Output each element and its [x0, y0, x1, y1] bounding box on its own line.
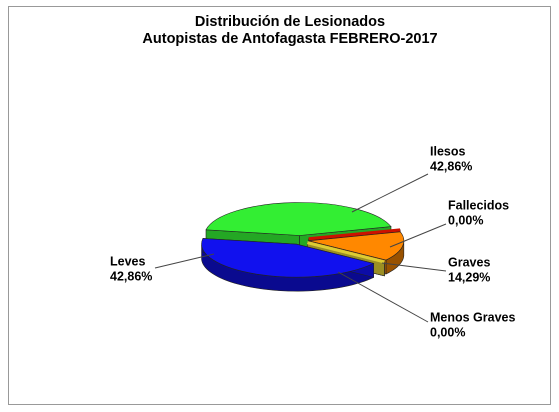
slice-value-label: 42,86% — [430, 159, 472, 173]
chart-title: Distribución de Lesionados — [195, 14, 385, 30]
slice — [308, 228, 401, 241]
leader-line — [389, 223, 447, 248]
slice-label: Ilesos — [430, 144, 465, 158]
slice-value-label: 0,00% — [430, 325, 465, 339]
slice-label: Fallecidos — [448, 198, 509, 212]
slice-label: Menos Graves — [430, 310, 516, 324]
slice — [201, 238, 375, 278]
leader-line — [351, 173, 429, 213]
chart-subtitle: Autopistas de Antofagasta FEBRERO-2017 — [142, 31, 437, 47]
leader-line — [337, 271, 429, 323]
slice-label: Leves — [110, 254, 145, 268]
slice — [205, 202, 392, 236]
slice-value-label: 14,29% — [448, 270, 490, 284]
slice — [308, 231, 405, 261]
slice-value-label: 0,00% — [448, 213, 483, 227]
leader-line — [381, 262, 447, 272]
slice-value-label: 42,86% — [110, 269, 152, 283]
slice — [306, 241, 385, 264]
leader-line — [154, 253, 215, 269]
slice-label: Graves — [448, 255, 490, 269]
